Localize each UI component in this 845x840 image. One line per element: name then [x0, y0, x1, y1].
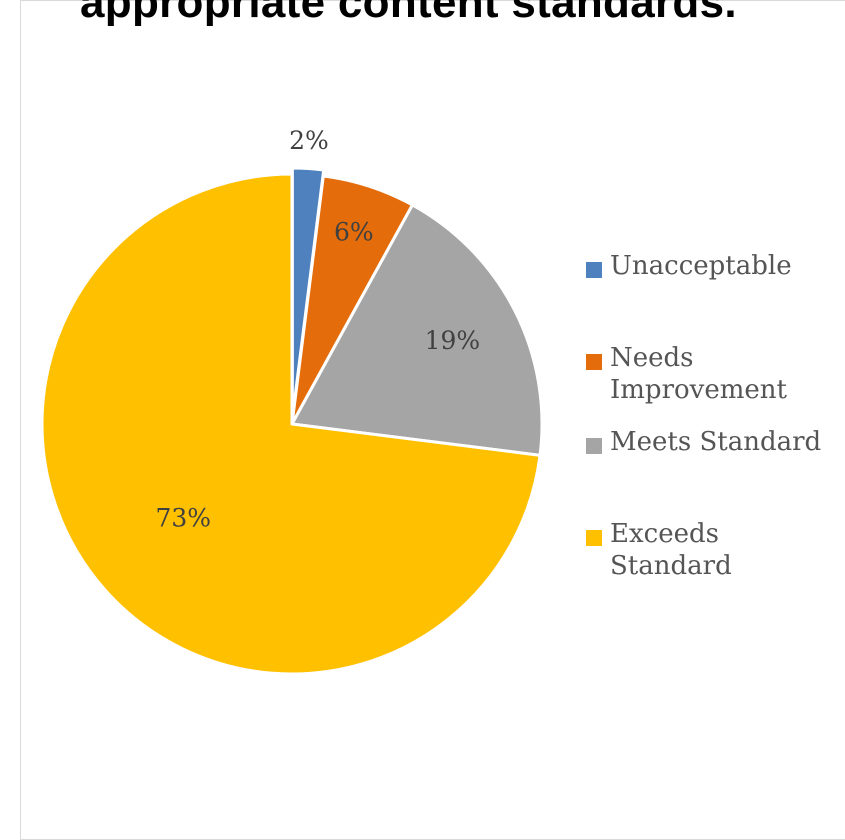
pie-slice-meets-standard [290, 203, 544, 457]
pie-slices [40, 166, 544, 676]
legend-swatch-meets-standard [586, 438, 602, 454]
data-label-needs-improvement: 6% [334, 217, 374, 246]
legend-label-exceeds-standard: Exceeds Standard [610, 519, 732, 581]
chart-title: appropriate content standards. [80, 0, 737, 27]
legend-label-needs-improvement: Needs Improvement [610, 343, 787, 405]
data-label-unacceptable: 2% [289, 126, 329, 155]
data-label-exceeds-standard: 73% [155, 503, 211, 532]
legend-swatch-unacceptable [586, 262, 602, 278]
legend-item-needs-improvement: Needs Improvement [586, 342, 840, 406]
legend-item-exceeds-standard: Exceeds Standard [586, 518, 840, 582]
legend-swatch-needs-improvement [586, 354, 602, 370]
legend-label-unacceptable: Unacceptable [610, 251, 792, 281]
pie-slice-exceeds-standard [40, 172, 542, 676]
data-label-meets-standard: 19% [425, 326, 481, 355]
legend-label-meets-standard: Meets Standard [610, 427, 822, 457]
legend-item-meets-standard: Meets Standard [586, 426, 821, 458]
pie-data-labels: 2% 6% 19% 73% [155, 126, 480, 532]
legend-swatch-exceeds-standard [586, 530, 602, 546]
legend-item-unacceptable: Unacceptable [586, 250, 792, 282]
